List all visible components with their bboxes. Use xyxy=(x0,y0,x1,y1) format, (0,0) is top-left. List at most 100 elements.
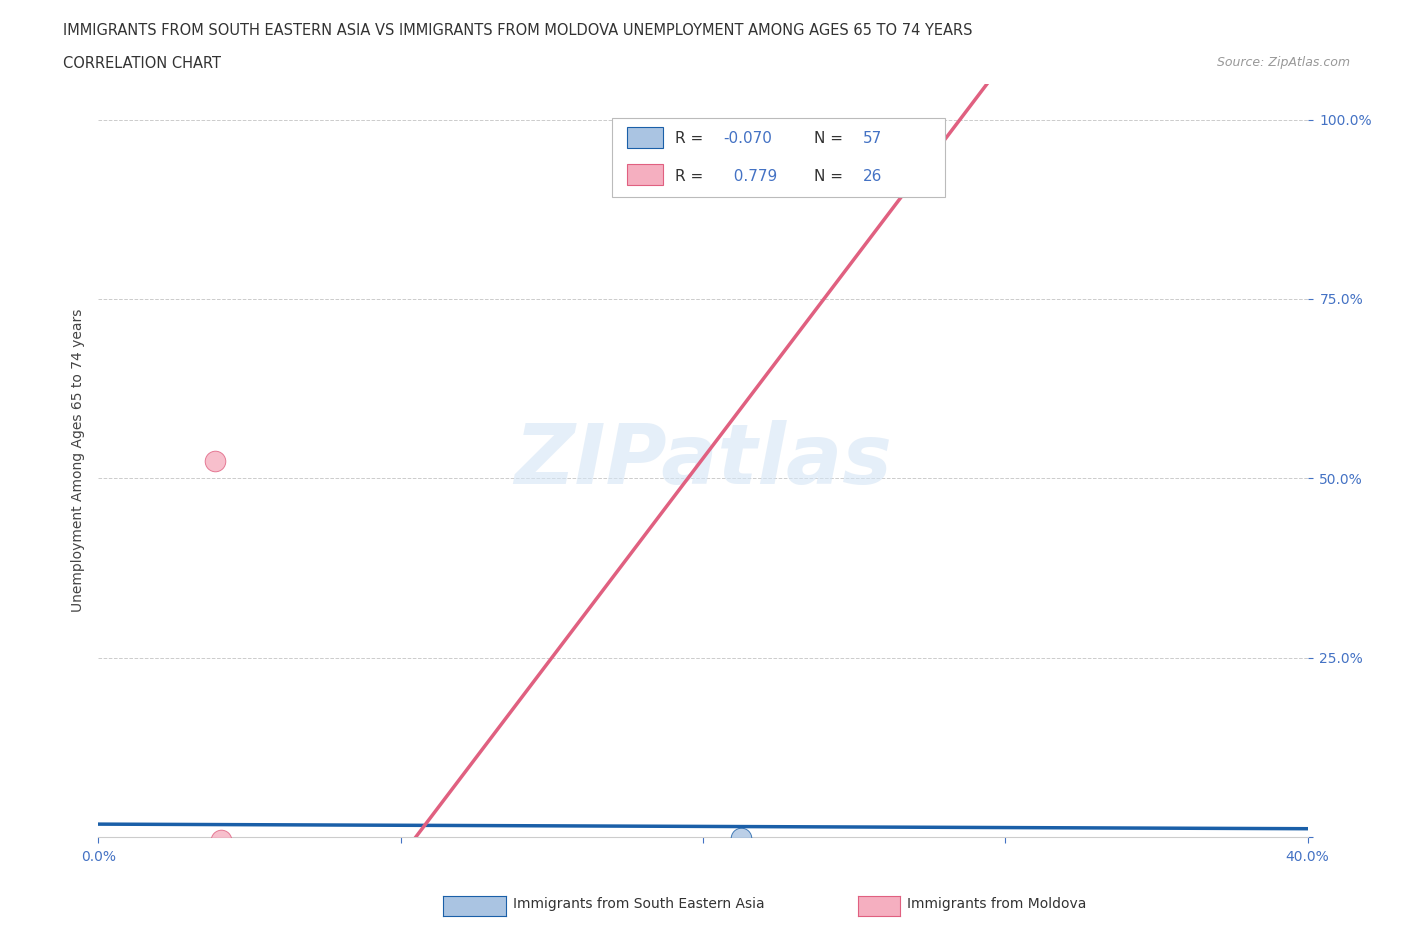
Point xyxy=(284,822,307,837)
Point xyxy=(419,822,441,837)
Point xyxy=(100,822,122,837)
Point xyxy=(121,822,143,837)
Point xyxy=(224,793,246,808)
Point xyxy=(187,822,209,837)
Point xyxy=(114,824,136,839)
Point xyxy=(1054,822,1077,837)
Point xyxy=(105,808,128,823)
Text: N =: N = xyxy=(814,131,848,146)
Point xyxy=(586,821,609,836)
Point xyxy=(121,822,143,837)
Text: CORRELATION CHART: CORRELATION CHART xyxy=(63,56,221,71)
Point xyxy=(111,822,134,837)
Text: Source: ZipAtlas.com: Source: ZipAtlas.com xyxy=(1216,56,1350,69)
Point xyxy=(239,822,262,837)
Point xyxy=(90,816,112,830)
Point xyxy=(1115,822,1137,837)
Text: 57: 57 xyxy=(863,131,882,146)
Point xyxy=(108,822,131,837)
Text: R =: R = xyxy=(675,169,709,184)
Point xyxy=(934,822,956,837)
Point xyxy=(160,821,183,836)
Point xyxy=(124,822,146,837)
Point xyxy=(118,821,141,836)
Point xyxy=(111,821,134,836)
Point xyxy=(96,822,118,837)
Point xyxy=(93,818,115,833)
Text: 0.779: 0.779 xyxy=(724,169,776,184)
Point xyxy=(139,822,162,837)
Point xyxy=(132,822,155,837)
Y-axis label: Unemployment Among Ages 65 to 74 years: Unemployment Among Ages 65 to 74 years xyxy=(70,309,84,612)
Bar xyxy=(627,165,664,185)
Point xyxy=(253,822,276,837)
Point xyxy=(481,822,503,837)
Point xyxy=(510,822,533,837)
Point xyxy=(129,822,152,837)
Point xyxy=(105,822,128,837)
Point xyxy=(631,822,654,837)
Point xyxy=(96,821,118,836)
Point xyxy=(105,822,128,837)
Point xyxy=(96,787,118,802)
Point xyxy=(153,822,176,837)
Text: R =: R = xyxy=(675,131,709,146)
Point xyxy=(103,793,125,808)
Point xyxy=(360,768,382,783)
Point xyxy=(129,824,152,839)
Text: -0.070: -0.070 xyxy=(724,131,772,146)
Point xyxy=(127,822,149,837)
Point xyxy=(1206,822,1229,837)
Point xyxy=(195,824,218,839)
Point xyxy=(103,824,125,839)
Point xyxy=(93,818,115,833)
Point xyxy=(100,822,122,837)
Point xyxy=(118,822,141,837)
Point xyxy=(127,822,149,837)
Point xyxy=(1144,822,1167,837)
Point xyxy=(90,816,112,830)
Text: Immigrants from Moldova: Immigrants from Moldova xyxy=(907,897,1087,911)
Bar xyxy=(612,117,945,197)
Point xyxy=(132,822,155,837)
Point xyxy=(124,824,146,839)
Point xyxy=(299,822,322,837)
Text: Immigrants from South Eastern Asia: Immigrants from South Eastern Asia xyxy=(513,897,765,911)
Text: 26: 26 xyxy=(863,169,882,184)
Point xyxy=(108,816,131,830)
Point xyxy=(135,822,157,837)
Bar xyxy=(627,126,664,148)
Point xyxy=(145,824,167,839)
Point xyxy=(873,822,896,837)
Point xyxy=(114,822,136,837)
Text: N =: N = xyxy=(814,169,848,184)
Point xyxy=(166,822,188,837)
Point xyxy=(208,822,231,837)
Point xyxy=(934,822,956,837)
Point xyxy=(103,822,125,837)
Text: IMMIGRANTS FROM SOUTH EASTERN ASIA VS IMMIGRANTS FROM MOLDOVA UNEMPLOYMENT AMONG: IMMIGRANTS FROM SOUTH EASTERN ASIA VS IM… xyxy=(63,23,973,38)
Point xyxy=(994,822,1017,837)
Point xyxy=(752,787,775,802)
Point xyxy=(1265,686,1288,701)
Point xyxy=(135,824,157,839)
Point xyxy=(111,822,134,837)
Text: ZIPatlas: ZIPatlas xyxy=(515,419,891,501)
Point xyxy=(142,822,165,837)
Point xyxy=(172,824,194,839)
Point xyxy=(142,822,165,837)
Point xyxy=(692,822,714,837)
Point xyxy=(329,822,352,837)
Point xyxy=(100,772,122,787)
Point xyxy=(269,824,291,839)
Point xyxy=(118,822,141,837)
Point xyxy=(108,821,131,836)
Point xyxy=(148,822,170,837)
Point xyxy=(389,822,412,837)
Point xyxy=(1175,822,1198,837)
Point xyxy=(1236,822,1258,837)
Point xyxy=(450,824,472,839)
Point xyxy=(540,824,562,839)
Point xyxy=(813,822,835,837)
Point xyxy=(96,140,118,155)
